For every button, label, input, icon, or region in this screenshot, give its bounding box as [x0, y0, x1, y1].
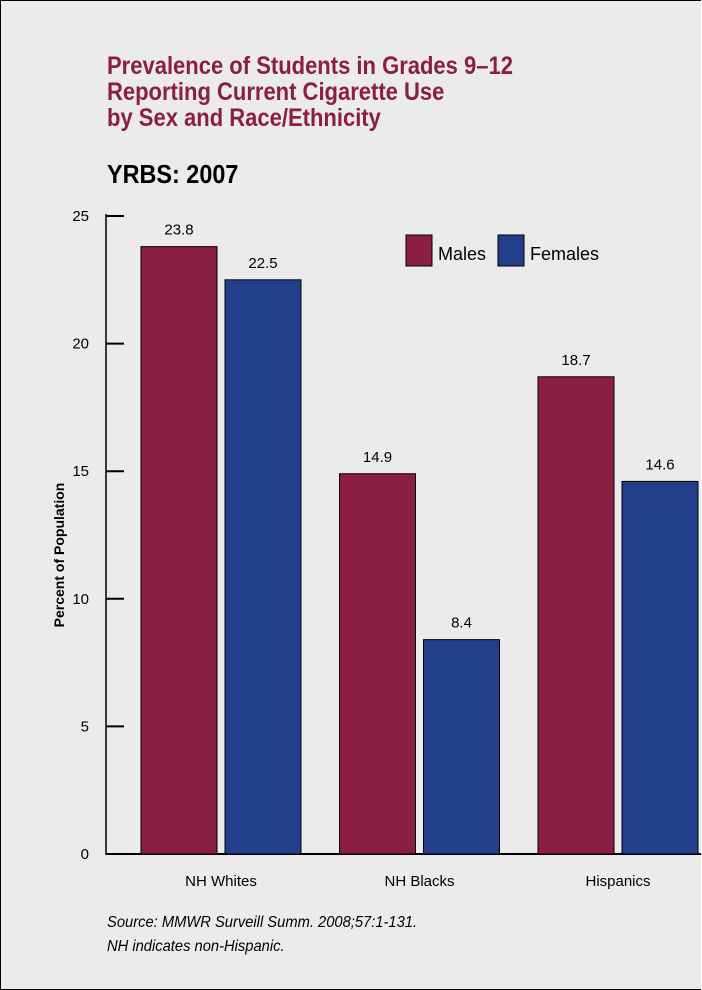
legend-swatch-males [405, 234, 433, 267]
chart-title-line-1: Prevalence of Students in Grades 9–12 [107, 52, 513, 80]
y-tick-label-0: 0 [81, 846, 89, 863]
y-tick-label-5: 5 [81, 718, 89, 735]
y-tick-label-10: 10 [72, 591, 89, 608]
bar-nh-whites-females [224, 279, 302, 855]
chart-title: Prevalence of Students in Grades 9–12 Re… [107, 53, 513, 131]
data-label-nh-blacks-males: 14.9 [363, 449, 392, 466]
bar-hispanics-females [621, 480, 699, 855]
y-tick-label-15: 15 [72, 463, 89, 480]
x-tick-label-hispanics: Hispanics [585, 873, 650, 890]
legend-swatch-females [497, 234, 525, 267]
x-tick-label-nh-whites: NH Whites [185, 873, 257, 890]
y-tick-label-20: 20 [72, 336, 89, 353]
legend-label-females: Females [530, 244, 599, 264]
source-note: Source: MMWR Surveill Summ. 2008;57:1-13… [107, 911, 417, 959]
chart-subtitle: YRBS: 2007 [107, 159, 239, 189]
bar-nh-blacks-males [339, 473, 416, 855]
bar-hispanics-males [537, 376, 615, 855]
data-label-nh-whites-males: 23.8 [164, 222, 193, 239]
source-citation: Source: MMWR Surveill Summ. 2008;57:1-13… [107, 914, 418, 931]
bar-nh-blacks-females [423, 639, 500, 855]
data-label-hispanics-males: 18.7 [561, 352, 590, 369]
y-tick-label-25: 25 [72, 208, 89, 225]
chart-title-line-3: by Sex and Race/Ethnicity [107, 104, 381, 132]
data-label-nh-whites-females: 22.5 [248, 255, 277, 272]
data-label-hispanics-females: 14.6 [645, 456, 674, 473]
x-tick-label-nh-blacks: NH Blacks [384, 873, 454, 890]
data-label-nh-blacks-females: 8.4 [451, 615, 472, 632]
source-footnote: NH indicates non-Hispanic. [107, 938, 285, 955]
bar-nh-whites-males [140, 246, 218, 855]
y-axis-title: Percent of Population [51, 483, 67, 628]
legend-label-males: Males [438, 244, 486, 264]
chart-title-line-2: Reporting Current Cigarette Use [107, 78, 445, 106]
